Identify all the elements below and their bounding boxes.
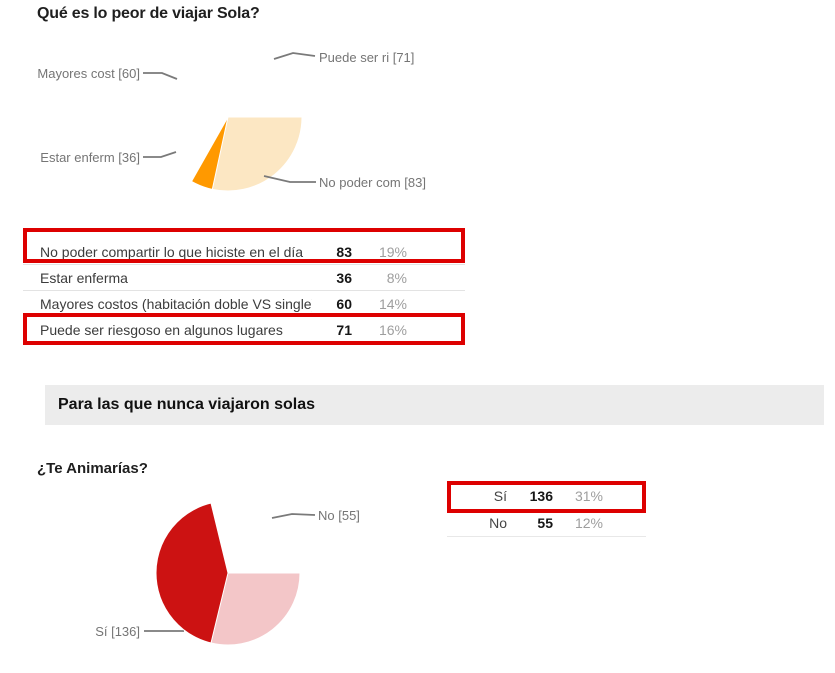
row-count: 55 xyxy=(537,515,553,531)
pie-slice xyxy=(210,572,301,646)
row-label: Sí xyxy=(493,488,507,504)
row-count: 71 xyxy=(336,321,352,338)
pie-chart-te-animarias xyxy=(155,502,301,646)
pie1-callout-puede-ser-riesgoso: Puede ser ri [71] xyxy=(319,50,415,65)
section-header-bar: Para las que nunca viajaron solas xyxy=(45,385,824,425)
pie2-callout-si: Sí [136] xyxy=(95,624,140,639)
pie1-callout-no-poder-compartir: No poder com [83] xyxy=(319,175,426,190)
pie1-callout-mayores-costos: Mayores cost [60] xyxy=(37,66,140,81)
row-label: No poder compartir lo que hiciste en el … xyxy=(40,243,304,260)
row-label: Puede ser riesgoso en algunos lugares xyxy=(40,321,283,338)
results-table-te-animarias: Sí 136 31% No 55 12% xyxy=(447,483,646,537)
row-percent: 16% xyxy=(378,321,407,338)
pie2-callout-no: No [55] xyxy=(318,508,360,523)
table-row: Mayores costos (habitación doble VS sing… xyxy=(23,291,465,317)
row-percent: 19% xyxy=(378,243,407,260)
pie-slice xyxy=(211,116,303,192)
table-row: Puede ser riesgoso en algunos lugares 71… xyxy=(23,317,465,343)
row-percent: 31% xyxy=(574,488,603,504)
row-count: 60 xyxy=(336,295,352,312)
table-row: No 55 12% xyxy=(447,510,646,537)
question-title-te-animarias: ¿Te Animarías? xyxy=(37,460,148,477)
table-row: Sí 136 31% xyxy=(447,483,646,510)
results-table-worst-of-traveling-alone: No poder compartir lo que hiciste en el … xyxy=(23,239,465,343)
table-row: Estar enferma 36 8% xyxy=(23,265,465,291)
pie-chart-worst-of-traveling-alone xyxy=(190,116,303,192)
row-label: Estar enferma xyxy=(40,269,128,286)
table-row: No poder compartir lo que hiciste en el … xyxy=(23,239,465,265)
pie1-callout-estar-enferma: Estar enferm [36] xyxy=(40,150,140,165)
row-count: 136 xyxy=(529,488,553,504)
row-percent: 12% xyxy=(574,515,603,531)
row-label: No xyxy=(489,515,507,531)
row-label: Mayores costos (habitación doble VS sing… xyxy=(40,295,312,312)
row-percent: 8% xyxy=(386,269,407,286)
row-count: 83 xyxy=(336,243,352,260)
row-count: 36 xyxy=(336,269,352,286)
row-percent: 14% xyxy=(378,295,407,312)
page-title: Qué es lo peor de viajar Sola? xyxy=(37,5,260,22)
